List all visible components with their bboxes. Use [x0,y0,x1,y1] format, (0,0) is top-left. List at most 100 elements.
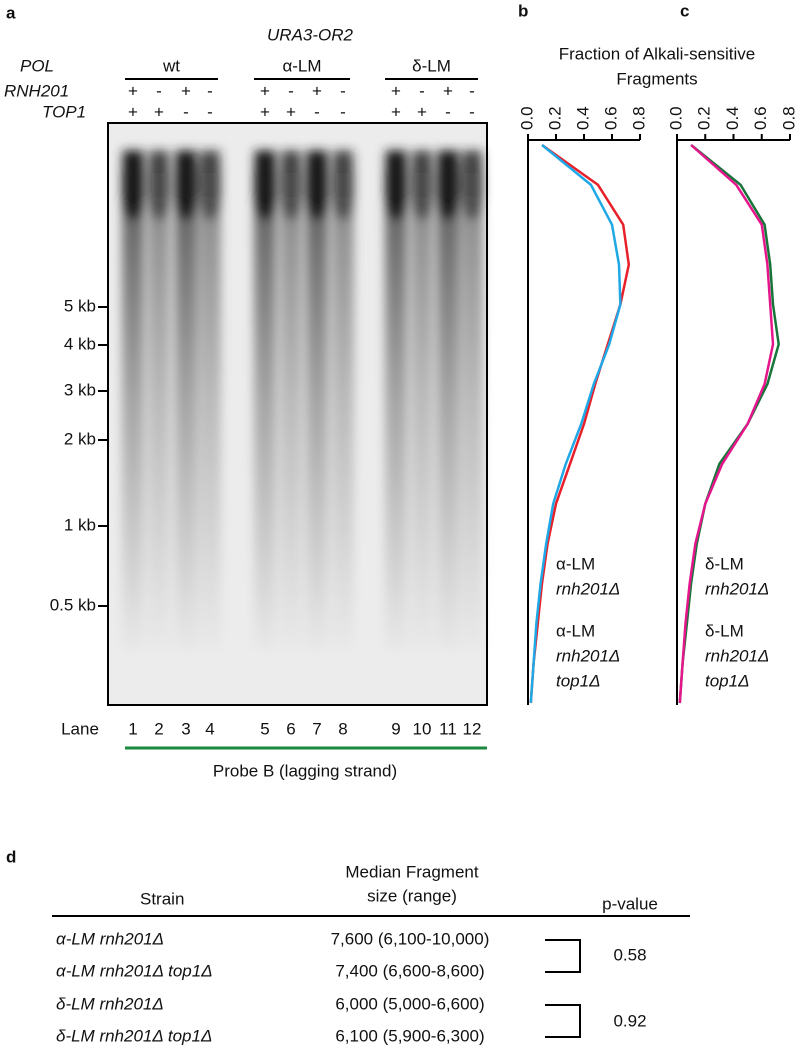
x-tick-label: 0.6 [601,106,620,130]
median-size: 6,100 (5,900-6,300) [335,1026,484,1045]
group-label: δ-LM [412,56,451,75]
lane-number: 1 [128,719,137,738]
x-tick-label: 0.8 [629,106,648,130]
lane-smear [332,150,354,650]
top1-sign: + [286,102,296,121]
median-size: 7,400 (6,600-8,600) [335,961,484,980]
legend-entry: rnh201Δ [556,579,620,598]
lane-band [122,150,144,220]
panel-label: c [680,1,689,20]
rnh201-sign: + [391,81,401,100]
top1-sign: + [154,102,164,121]
legend-entry: α-LM [556,554,595,573]
legend-entry: δ-LM [705,554,744,573]
row-label: RNH201 [4,81,69,100]
row-label: TOP1 [42,102,86,121]
lane-smear [175,150,197,650]
lane-smear [385,150,407,650]
x-tick-label: 0.0 [517,106,536,130]
lane-number: 4 [205,719,214,738]
size-marker: 5 kb [64,296,96,315]
row-label: POL [20,56,54,75]
lane-number: 5 [260,719,269,738]
top1-sign: - [469,102,475,121]
lane-smear [280,150,302,650]
top1-sign: - [314,102,320,121]
legend-entry: top1Δ [705,671,750,690]
lane-number: 10 [413,719,432,738]
lane-smear [122,150,144,650]
p-value: 0.92 [613,1011,646,1030]
rnh201-sign: + [312,81,322,100]
rnh201-sign: - [340,81,346,100]
lane-band [199,150,221,220]
median-size: 7,600 (6,100-10,000) [331,929,490,948]
strain: α-LM rnh201Δ top1Δ [56,961,213,980]
lane-number: 3 [181,719,190,738]
lane-smear [199,150,221,650]
panel-label: b [518,1,528,20]
rnh201-sign: + [443,81,453,100]
table-header: Strain [140,889,184,908]
profile-line [678,144,780,704]
x-tick-label: 0.8 [779,106,798,130]
top1-sign: - [340,102,346,121]
strain: α-LM rnh201Δ [56,929,164,948]
rnh201-sign: + [128,81,138,100]
top1-sign: + [260,102,270,121]
strain: δ-LM rnh201Δ [56,994,164,1013]
rnh201-sign: - [156,81,162,100]
top1-sign: - [183,102,189,121]
legend-entry: top1Δ [556,671,601,690]
rnh201-sign: - [207,81,213,100]
x-tick-label: 0.4 [573,106,592,130]
lane-number: 2 [154,719,163,738]
profile-title: Fraction of Alkali-sensitive [559,44,756,63]
median-size: 6,000 (5,000-6,600) [335,994,484,1013]
panel-label: a [6,3,16,22]
rnh201-sign: - [469,81,475,100]
group-label: wt [162,56,180,75]
rnh201-sign: + [181,81,191,100]
lane-band [254,150,276,220]
lane-smear [461,150,483,650]
lane-band [411,150,433,220]
top1-sign: - [207,102,213,121]
x-tick-label: 0.6 [751,106,770,130]
bracket [545,939,581,1038]
gel-title: URA3-OR2 [267,25,354,44]
top1-sign: + [391,102,401,121]
table-header: Median Fragment [345,862,479,881]
group-label: α-LM [282,56,321,75]
lane-band [148,150,170,220]
lane-smear [306,150,328,650]
x-tick-label: 0.4 [723,106,742,130]
lane-band [332,150,354,220]
legend-entry: rnh201Δ [705,579,769,598]
lane-number: 7 [312,719,321,738]
table-header: size (range) [367,886,457,905]
gel-lanes [122,150,483,650]
lane-smear [411,150,433,650]
profile-line [529,144,622,704]
size-marker: 4 kb [64,334,96,353]
top1-sign: + [128,102,138,121]
gel-border [107,122,488,706]
top1-sign: - [445,102,451,121]
lane-band [437,150,459,220]
lane-number: 9 [391,719,400,738]
size-marker: 1 kb [64,515,96,534]
lane-band [306,150,328,220]
panel-label: d [6,847,16,866]
lane-smear [437,150,459,650]
legend-entry: rnh201Δ [705,646,769,665]
legend-entry: α-LM [556,621,595,640]
lane-number: 12 [463,719,482,738]
lane-band [385,150,407,220]
rnh201-sign: + [260,81,270,100]
lane-band [280,150,302,220]
lane-band [461,150,483,220]
table-header: p-value [602,894,658,913]
lane-smear [254,150,276,650]
size-marker: 2 kb [64,429,96,448]
